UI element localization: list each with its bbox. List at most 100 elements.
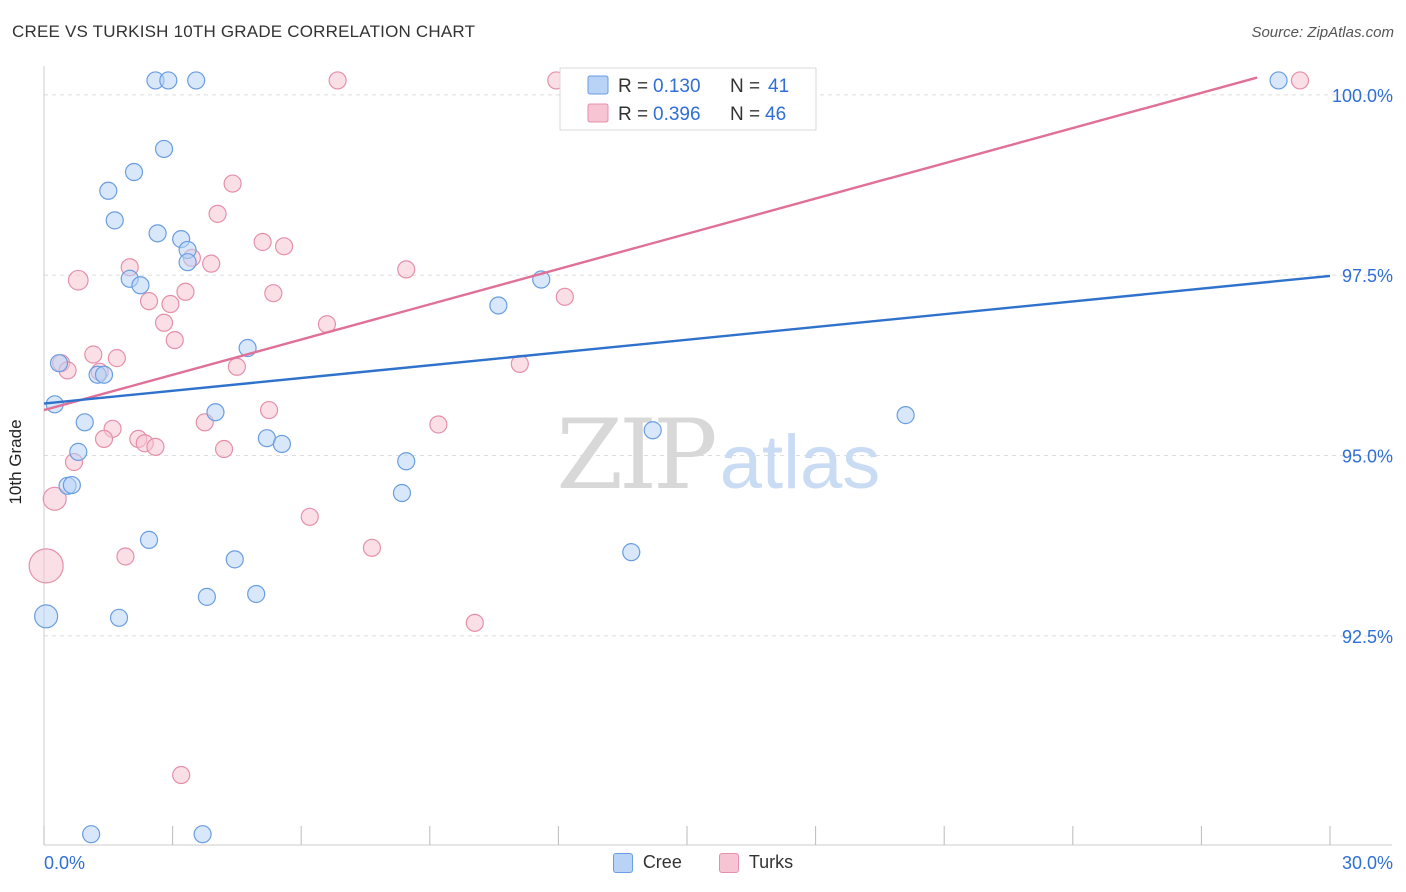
- cree-point-5: [124, 162, 144, 182]
- legend-item-turks: Turks: [718, 852, 794, 873]
- legend-turks-r-value: 0.396: [653, 104, 701, 125]
- cree-point-17: [49, 354, 69, 373]
- turks-point-44: [172, 765, 191, 785]
- cree-point-31: [392, 483, 412, 503]
- source-credit: Source: ZipAtlas.com: [1251, 24, 1394, 41]
- cree-point-33: [622, 543, 641, 562]
- cree-point-32: [139, 530, 159, 549]
- cree-swatch: [612, 852, 633, 873]
- cree-point-26: [272, 434, 292, 454]
- cree-point-34: [225, 550, 244, 569]
- turks-point-3: [1290, 71, 1310, 90]
- turks-swatch: [718, 852, 739, 873]
- turks-point-41: [116, 547, 135, 566]
- turks-point-17: [161, 294, 180, 314]
- y-tick-label-0: 92.5%: [1342, 627, 1393, 647]
- turks-point-21: [84, 345, 103, 364]
- chart-title: CREE VS TURKISH 10TH GRADE CORRELATION C…: [12, 22, 476, 41]
- turks-trend-line: [43, 76, 1258, 412]
- turks-point-40: [362, 538, 382, 557]
- cree-point-11: [178, 253, 197, 272]
- turks-point-35: [146, 437, 165, 456]
- gridlines: [44, 94, 1392, 637]
- turks-point-16: [139, 292, 159, 311]
- turks-points: [28, 71, 1310, 785]
- trend-lines: [43, 76, 1331, 412]
- turks-point-32: [94, 429, 114, 449]
- legend-item-turks-label: Turks: [748, 852, 794, 872]
- legend-cree-r-label: R =: [618, 76, 648, 97]
- series-legend: Cree Turks: [0, 852, 1406, 878]
- turks-point-5: [208, 204, 227, 223]
- cree-points: [34, 71, 1288, 844]
- cree-point-2: [187, 71, 206, 90]
- cree-point-39: [82, 825, 101, 844]
- cree-point-37: [34, 604, 59, 629]
- axes: [43, 66, 1392, 846]
- cree-point-36: [247, 584, 266, 604]
- turks-point-38: [42, 486, 67, 511]
- x-tick-label-min: 0.0%: [44, 853, 85, 873]
- cree-point-24: [643, 421, 662, 440]
- turks-point-4: [223, 174, 242, 193]
- x-tick-label-max: 30.0%: [1342, 853, 1393, 873]
- legend-item-cree-label: Cree: [642, 852, 682, 872]
- turks-point-43: [465, 613, 484, 632]
- legend-turks-r-label: R =: [618, 104, 648, 125]
- turks-point-12: [67, 269, 89, 291]
- cree-point-4: [154, 139, 174, 159]
- watermark-atlas: atlas: [720, 420, 881, 505]
- cree-point-21: [75, 413, 94, 432]
- y-tick-label-2: 97.5%: [1342, 266, 1393, 286]
- cree-point-8: [148, 224, 167, 243]
- stats-legend: R = 0.130 N = 41 R = 0.396 N = 46: [559, 67, 817, 131]
- tick-labels: 92.5% 95.0% 97.5% 100.0% 0.0% 30.0%: [44, 86, 1393, 873]
- cree-point-30: [62, 475, 81, 495]
- turks-point-18: [154, 313, 174, 332]
- legend-cree-r-value: 0.130: [653, 76, 701, 97]
- cree-point-3: [1269, 71, 1288, 90]
- legend-item-cree: Cree: [612, 852, 682, 873]
- legend-turks-n-label: N =: [730, 104, 760, 125]
- cree-point-28: [397, 452, 416, 471]
- legend-cree-swatch: [587, 75, 609, 95]
- turks-point-39: [300, 507, 319, 526]
- y-tick-label-3: 100.0%: [1332, 86, 1393, 106]
- cree-trend-line: [43, 274, 1331, 405]
- turks-point-30: [429, 415, 448, 434]
- cree-point-23: [896, 406, 915, 425]
- legend-turks-n-value: 46: [765, 104, 786, 125]
- turks-point-28: [259, 400, 279, 420]
- cree-point-19: [94, 365, 114, 384]
- cree-point-15: [489, 296, 508, 315]
- cree-point-1: [159, 71, 178, 90]
- turks-point-11: [397, 260, 416, 279]
- cree-point-7: [105, 211, 124, 230]
- cree-point-38: [109, 608, 129, 627]
- turks-point-7: [274, 237, 294, 256]
- watermark: ZIP atlas: [556, 399, 880, 511]
- cree-point-6: [99, 181, 118, 200]
- turks-point-9: [202, 254, 221, 273]
- turks-point-42: [28, 548, 64, 584]
- turks-point-13: [176, 282, 195, 301]
- legend-cree-n-label: N =: [730, 76, 760, 97]
- legend-cree-n-value: 41: [768, 76, 789, 97]
- turks-point-26: [227, 357, 246, 376]
- watermark-zip: ZIP: [556, 399, 715, 511]
- legend-turks-swatch: [587, 103, 609, 123]
- turks-point-14: [264, 284, 283, 303]
- cree-point-27: [69, 442, 88, 461]
- turks-point-15: [555, 287, 574, 306]
- cree-point-13: [131, 276, 150, 295]
- turks-point-36: [214, 439, 234, 459]
- turks-point-22: [107, 349, 126, 368]
- turks-point-6: [253, 232, 272, 252]
- cree-point-40: [193, 825, 212, 844]
- cree-point-35: [197, 587, 216, 606]
- turks-point-20: [165, 330, 184, 350]
- y-axis-label: 10th Grade: [6, 419, 25, 505]
- turks-point-0: [328, 71, 347, 90]
- cree-point-22: [206, 403, 225, 422]
